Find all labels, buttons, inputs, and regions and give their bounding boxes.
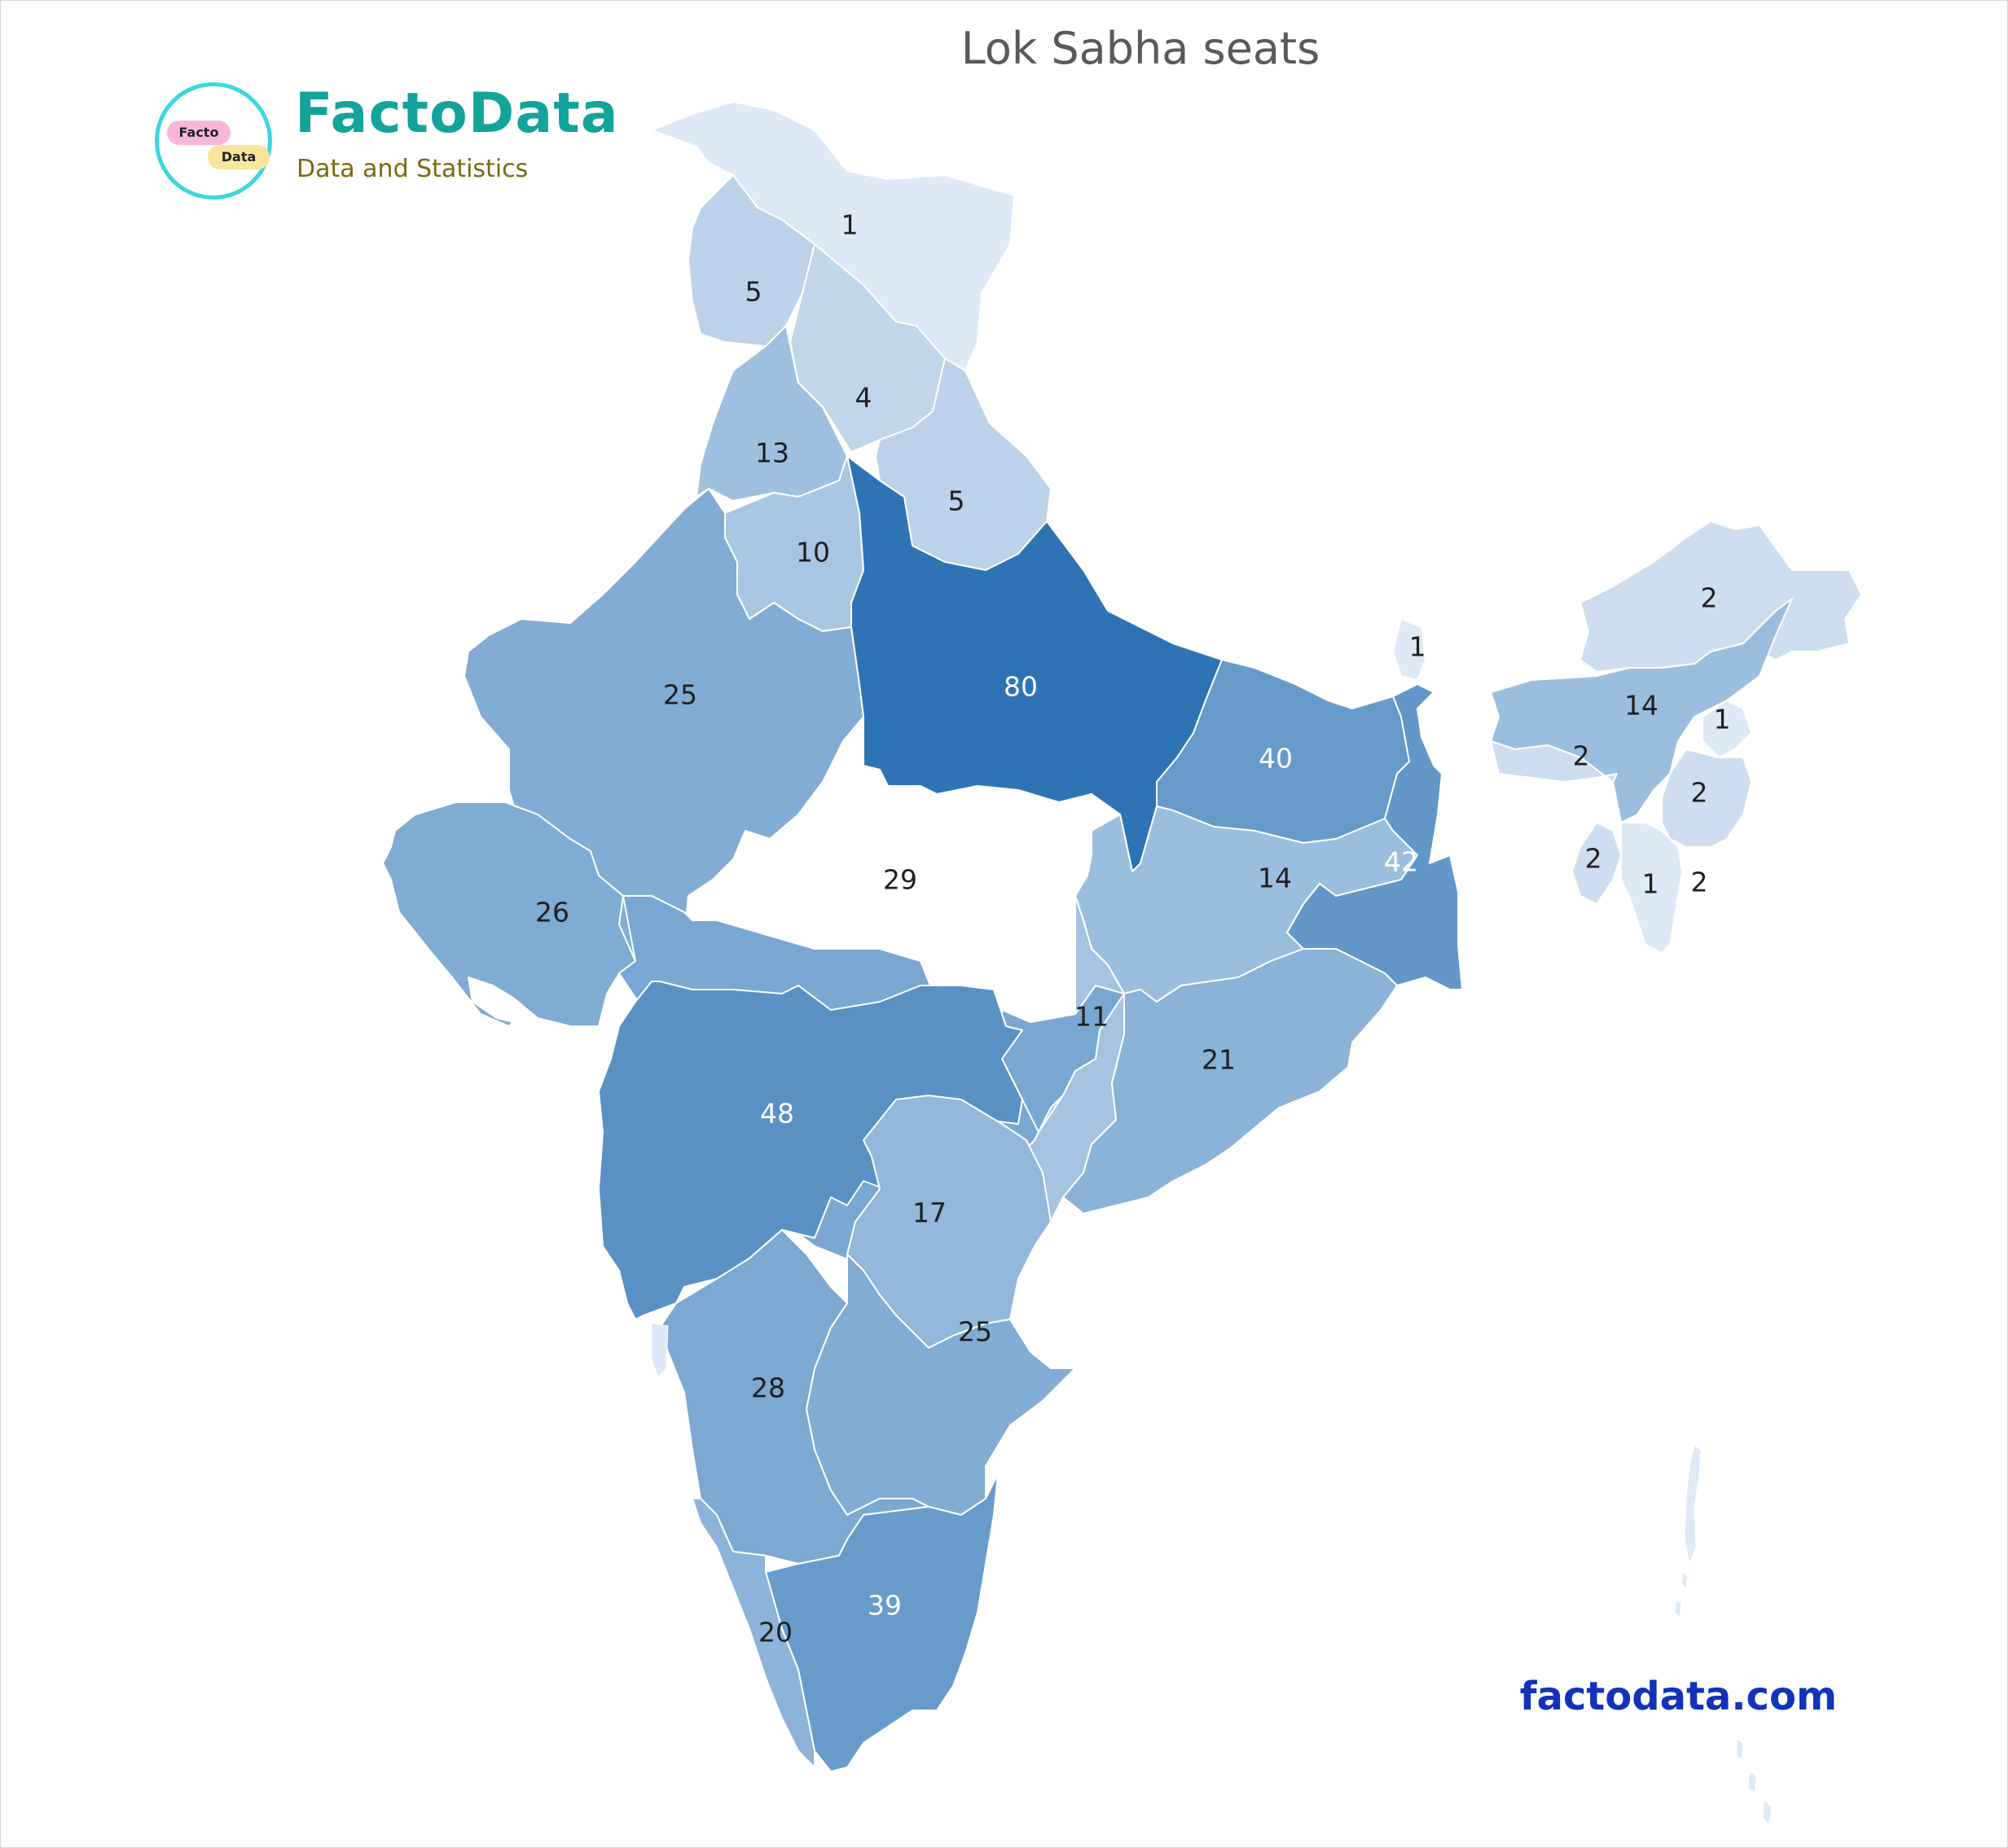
state-region-28 — [1571, 822, 1622, 905]
logo-pill-facto: Facto — [167, 121, 231, 145]
seat-count-label: 2 — [1691, 777, 1708, 809]
seat-count-label: 29 — [883, 864, 917, 896]
seat-count-label: 5 — [948, 485, 965, 517]
regions-layer — [382, 102, 1862, 1772]
seat-count-label: 20 — [758, 1617, 793, 1648]
state-region-25 — [1702, 700, 1752, 758]
logo-pill-data: Data — [208, 145, 270, 169]
seat-count-label: 42 — [1384, 846, 1418, 878]
state-region-19 — [659, 1229, 929, 1565]
seat-count-label: 2 — [1701, 582, 1718, 614]
seat-count-label: 17 — [912, 1197, 947, 1229]
seat-count-label: 25 — [663, 679, 697, 711]
seat-count-label: 25 — [958, 1316, 992, 1348]
brand-tagline: Data and Statistics — [297, 155, 529, 183]
state-region-21 — [692, 1498, 815, 1768]
logo-circle-icon: Facto Data — [155, 82, 272, 200]
state-region-15 — [1062, 948, 1398, 1214]
state-region-27 — [1661, 748, 1752, 848]
seat-count-label: 21 — [1202, 1044, 1236, 1076]
seat-count-label: 5 — [745, 276, 762, 308]
seat-count-label: 1 — [1642, 868, 1659, 900]
island-shape — [1674, 1600, 1682, 1618]
seat-count-label: 40 — [1259, 743, 1293, 775]
seat-count-label: 48 — [760, 1098, 794, 1130]
island-shape — [1681, 1571, 1689, 1589]
seat-count-label: 1 — [1409, 631, 1426, 663]
seat-count-label: 13 — [755, 437, 789, 469]
state-region-29 — [1620, 822, 1683, 954]
island-shape — [1762, 1798, 1773, 1826]
brand-name: FactoData — [295, 81, 619, 146]
seat-count-label: 2 — [1585, 843, 1602, 875]
seat-count-label: 1 — [1714, 704, 1731, 735]
seat-count-label: 2 — [1691, 867, 1708, 898]
map-title: Lok Sabha seats — [960, 23, 1320, 74]
seat-count-label: 28 — [751, 1372, 785, 1404]
island-shape — [1684, 1445, 1702, 1565]
seat-count-label: 11 — [1074, 1001, 1109, 1033]
site-url: factodata.com — [1519, 1674, 1837, 1719]
island-shape — [1736, 1738, 1744, 1760]
state-region-22 — [1392, 618, 1426, 681]
islands-layer — [651, 1323, 1773, 1826]
factodata-logo: Facto Data FactoData Data and Statistics — [155, 80, 618, 202]
island-shape — [651, 1323, 669, 1377]
seat-count-label: 4 — [855, 382, 872, 414]
seat-count-label: 10 — [796, 537, 830, 568]
seat-count-label: 14 — [1258, 863, 1292, 894]
seat-count-label: 39 — [868, 1590, 902, 1622]
seat-count-label: 14 — [1624, 690, 1659, 722]
seat-count-label: 26 — [535, 897, 569, 928]
seat-count-label: 2 — [1573, 740, 1590, 772]
seat-count-label: 1 — [841, 209, 859, 241]
seat-count-label: 80 — [1004, 671, 1038, 703]
state-region-10 — [382, 801, 636, 1027]
state-region-26 — [1490, 740, 1618, 783]
island-shape — [1747, 1771, 1757, 1793]
